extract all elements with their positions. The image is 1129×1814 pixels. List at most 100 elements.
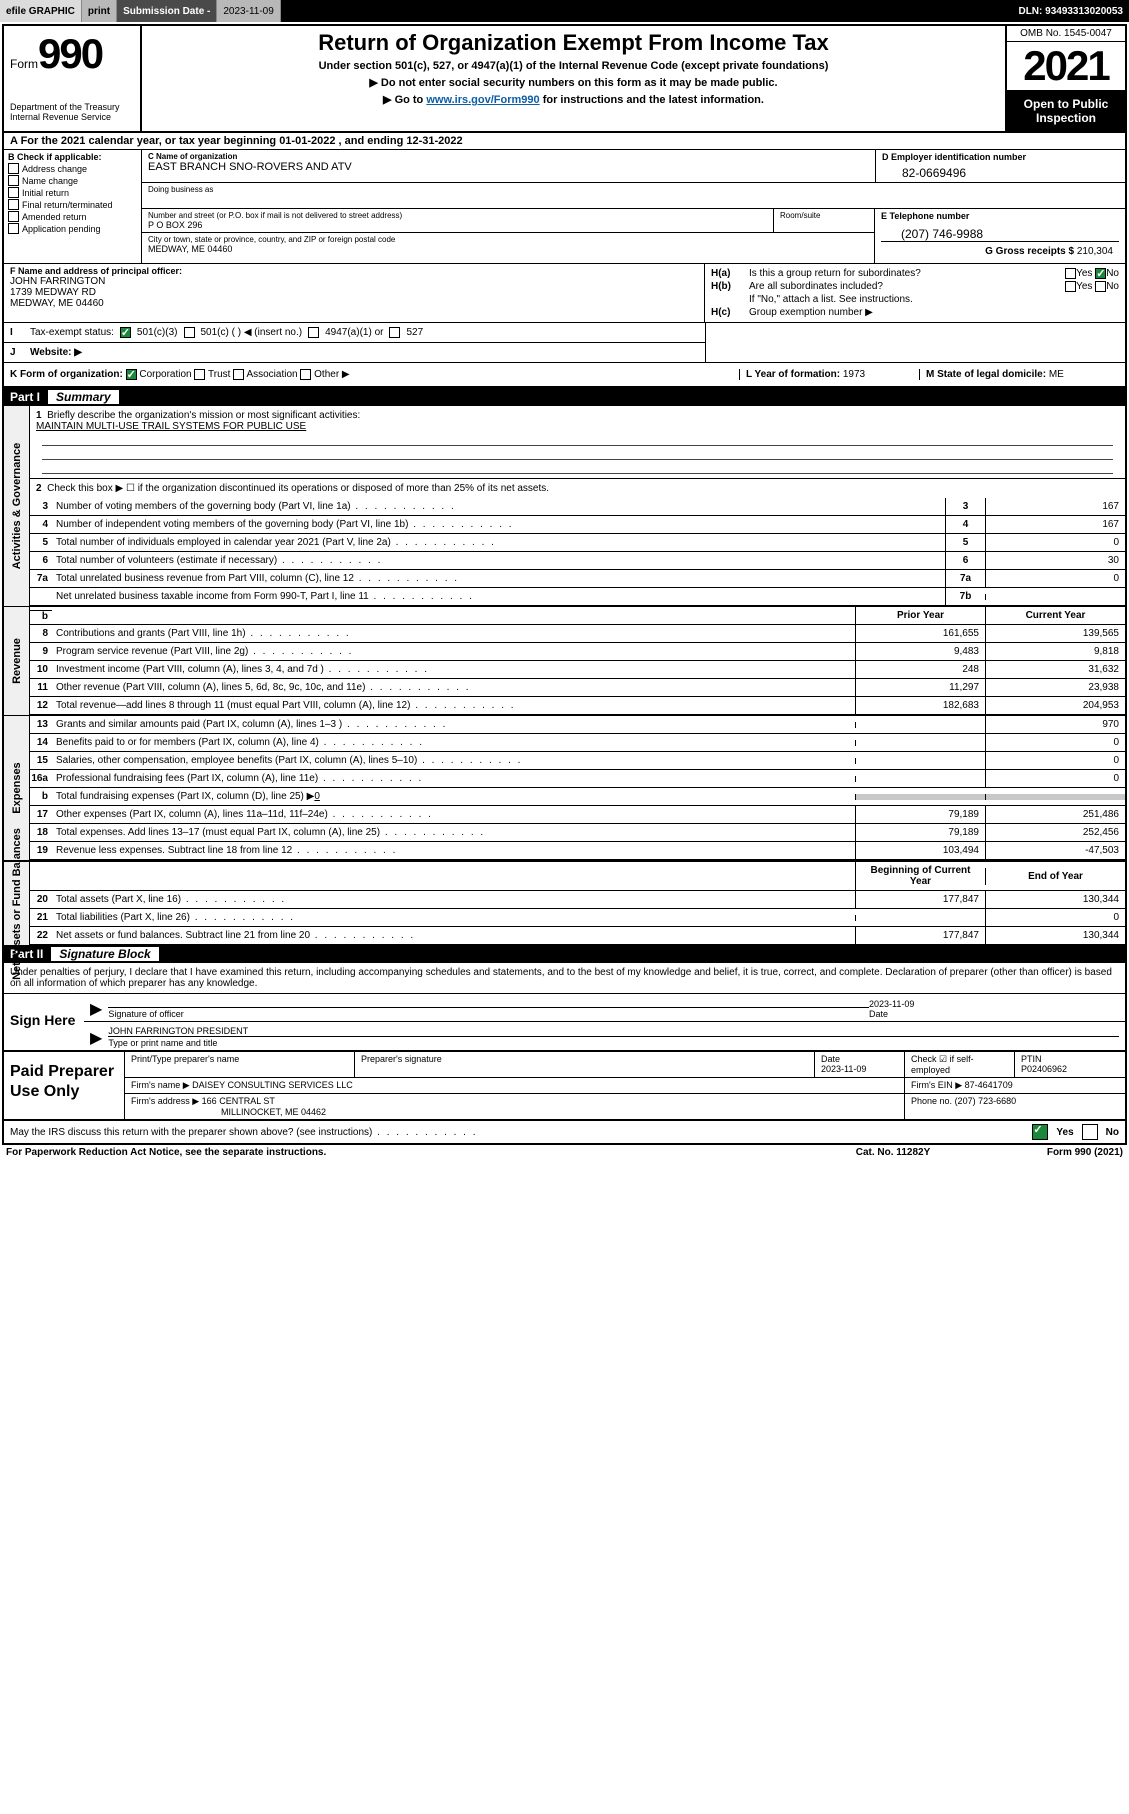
section-net-assets: Net Assets or Fund Balances Beginning of…: [4, 860, 1125, 945]
form-ref: Form 990 (2021): [983, 1147, 1123, 1158]
officer-sig-name: JOHN FARRINGTON PRESIDENT: [108, 1026, 1119, 1036]
side-label-governance: Activities & Governance: [11, 443, 23, 570]
section-governance: Activities & Governance 1 Briefly descri…: [4, 406, 1125, 606]
city-value: MEDWAY, ME 04460: [148, 244, 868, 254]
cell-e-phone: E Telephone number (207) 746-9988 G Gros…: [875, 209, 1125, 263]
table-row: 20Total assets (Part X, line 16)177,8471…: [30, 891, 1125, 909]
ein-value: 82-0669496: [882, 162, 1119, 180]
firm-phone: (207) 723-6680: [955, 1096, 1017, 1106]
checkbox-application-pending[interactable]: [8, 223, 19, 234]
submission-date-label: Submission Date -: [117, 0, 217, 22]
checkbox-trust[interactable]: [194, 369, 205, 380]
efile-label: efile GRAPHIC: [0, 0, 82, 22]
checkbox-other[interactable]: [300, 369, 311, 380]
submission-date-value: 2023-11-09: [217, 0, 280, 22]
checkbox-discuss-yes[interactable]: [1032, 1124, 1048, 1140]
table-row: 15Salaries, other compensation, employee…: [30, 752, 1125, 770]
gross-receipts: 210,304: [1077, 246, 1113, 257]
checkbox-final-return[interactable]: [8, 199, 19, 210]
dln-value: DLN: 93493313020053: [1012, 0, 1129, 22]
cell-street: Number and street (or P.O. box if mail i…: [142, 209, 774, 232]
sign-here-label: Sign Here: [4, 994, 84, 1050]
form-number: 990: [38, 30, 102, 78]
row-g-gross: G Gross receipts $ 210,304: [881, 241, 1119, 261]
street-value: P O BOX 296: [148, 220, 767, 230]
checkbox-4947[interactable]: [308, 327, 319, 338]
table-row: 21Total liabilities (Part X, line 26)0: [30, 909, 1125, 927]
firm-addr2: MILLINOCKET, ME 04462: [131, 1107, 326, 1117]
col-f-officer: F Name and address of principal officer:…: [4, 264, 705, 322]
col-h-group: H(a)Is this a group return for subordina…: [705, 264, 1125, 322]
checkbox-address-change[interactable]: [8, 163, 19, 174]
part-2-header: Part IISignature Block: [4, 945, 1125, 963]
cell-c-name: C Name of organization EAST BRANCH SNO-R…: [142, 150, 875, 182]
checkbox-527[interactable]: [389, 327, 400, 338]
irs-label: Internal Revenue Service: [10, 112, 134, 122]
table-row: 17Other expenses (Part IX, column (A), l…: [30, 806, 1125, 824]
preparer-area: Paid Preparer Use Only Print/Type prepar…: [4, 1052, 1125, 1121]
arrow-icon: ▶: [90, 1028, 102, 1048]
section-revenue: Revenue b Prior Year Current Year 8Contr…: [4, 606, 1125, 715]
firm-name: DAISEY CONSULTING SERVICES LLC: [192, 1080, 353, 1090]
arrow-icon: ▶: [90, 999, 102, 1019]
gov-row: 7aTotal unrelated business revenue from …: [30, 570, 1125, 588]
top-bar: efile GRAPHIC print Submission Date - 20…: [0, 0, 1129, 22]
table-row: 19Revenue less expenses. Subtract line 1…: [30, 842, 1125, 860]
table-row: 13Grants and similar amounts paid (Part …: [30, 716, 1125, 734]
table-row: 9Program service revenue (Part VIII, lin…: [30, 643, 1125, 661]
cell-city: City or town, state or province, country…: [142, 233, 874, 256]
row-f-h: F Name and address of principal officer:…: [4, 264, 1125, 323]
checkbox-ha-no[interactable]: [1095, 268, 1106, 279]
gov-row: 3Number of voting members of the governi…: [30, 498, 1125, 516]
firm-addr1: 166 CENTRAL ST: [202, 1096, 275, 1106]
checkbox-initial-return[interactable]: [8, 187, 19, 198]
print-button[interactable]: print: [82, 0, 117, 22]
section-expenses: Expenses 13Grants and similar amounts pa…: [4, 715, 1125, 860]
revenue-header-row: b Prior Year Current Year: [30, 607, 1125, 625]
checkbox-amended[interactable]: [8, 211, 19, 222]
form-title: Return of Organization Exempt From Incom…: [152, 30, 995, 56]
checkbox-501c3[interactable]: [120, 327, 131, 338]
net-header-row: Beginning of Current Year End of Year: [30, 862, 1125, 891]
paid-preparer-label: Paid Preparer Use Only: [4, 1052, 124, 1119]
table-row: 8Contributions and grants (Part VIII, li…: [30, 625, 1125, 643]
subtitle-3: ▶ Go to www.irs.gov/Form990 for instruct…: [152, 93, 995, 106]
line-16b: b Total fundraising expenses (Part IX, c…: [30, 788, 1125, 806]
table-row: 18Total expenses. Add lines 13–17 (must …: [30, 824, 1125, 842]
open-inspection: Open to Public Inspection: [1007, 91, 1125, 131]
irs-link[interactable]: www.irs.gov/Form990: [426, 94, 539, 106]
gov-row: 5Total number of individuals employed in…: [30, 534, 1125, 552]
signature-area: Sign Here ▶ Signature of officer 2023-11…: [4, 994, 1125, 1052]
header-left: Form 990 Department of the Treasury Inte…: [4, 26, 142, 131]
bottom-line: For Paperwork Reduction Act Notice, see …: [0, 1145, 1129, 1160]
checkbox-501c[interactable]: [184, 327, 195, 338]
year-formation: 1973: [843, 369, 865, 380]
table-row: 14Benefits paid to or for members (Part …: [30, 734, 1125, 752]
table-row: 11Other revenue (Part VIII, column (A), …: [30, 679, 1125, 697]
row-j-website: JWebsite: ▶: [4, 343, 705, 362]
table-row: 22Net assets or fund balances. Subtract …: [30, 927, 1125, 945]
ptin-value: P02406962: [1021, 1064, 1067, 1074]
checkbox-discuss-no[interactable]: [1082, 1124, 1098, 1140]
side-label-net: Net Assets or Fund Balances: [11, 828, 23, 980]
checkbox-name-change[interactable]: [8, 175, 19, 186]
state-domicile: ME: [1049, 369, 1064, 380]
table-row: 16aProfessional fundraising fees (Part I…: [30, 770, 1125, 788]
row-dba: Doing business as: [142, 183, 1125, 209]
row-k-l-m: K Form of organization: Corporation Trus…: [4, 363, 1125, 388]
row-i-j: ITax-exempt status: 501(c)(3) 501(c) ( )…: [4, 323, 1125, 363]
cell-d-ein: D Employer identification number 82-0669…: [875, 150, 1125, 182]
side-label-revenue: Revenue: [11, 638, 23, 684]
subtitle-1: Under section 501(c), 527, or 4947(a)(1)…: [152, 60, 995, 72]
cell-room: Room/suite: [774, 209, 874, 232]
checkbox-hb-no[interactable]: [1095, 281, 1106, 292]
checkbox-ha-yes[interactable]: [1065, 268, 1076, 279]
officer-name: JOHN FARRINGTON: [10, 276, 698, 287]
section-b-to-g: B Check if applicable: Address change Na…: [4, 150, 1125, 264]
checkbox-corp[interactable]: [126, 369, 137, 380]
sig-date: 2023-11-09: [869, 999, 1119, 1009]
checkbox-assoc[interactable]: [233, 369, 244, 380]
topbar-spacer: [281, 0, 1013, 22]
checkbox-hb-yes[interactable]: [1065, 281, 1076, 292]
prep-date: 2023-11-09: [821, 1064, 866, 1074]
